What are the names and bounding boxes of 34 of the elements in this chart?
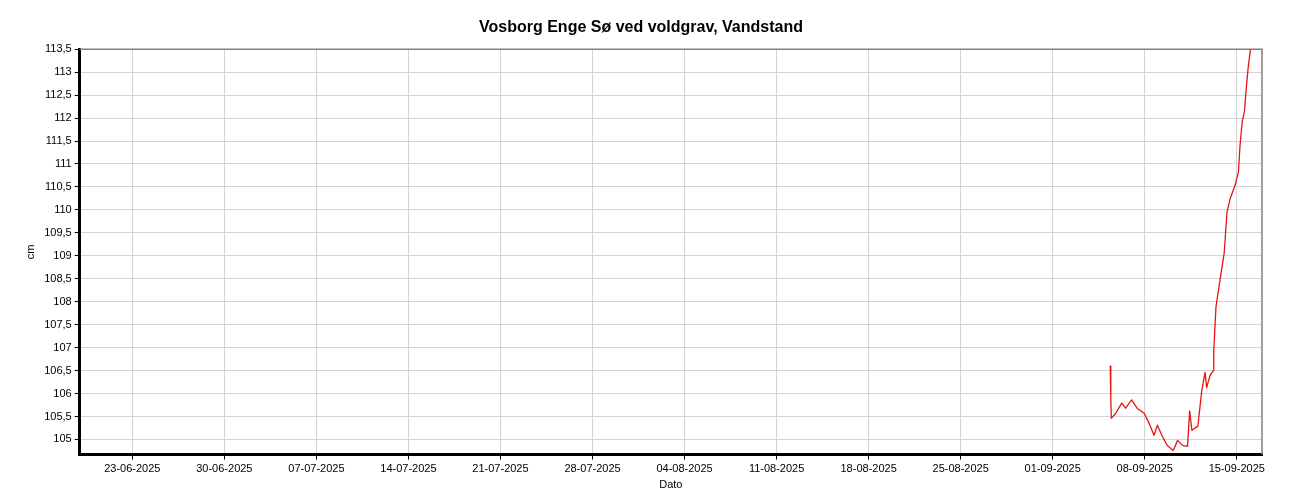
x-tick-label: 07-07-2025 xyxy=(288,462,345,475)
y-tick-label: 107 xyxy=(53,340,72,353)
y-tick-label: 108,5 xyxy=(44,271,72,284)
x-tick-label: 18-08-2025 xyxy=(840,462,897,475)
y-tick-label: 108 xyxy=(53,294,72,307)
y-tick-label: 109 xyxy=(53,248,72,261)
x-tick-label: 14-07-2025 xyxy=(380,462,437,475)
x-axis-title: Dato xyxy=(659,478,683,491)
x-tick-label: 30-06-2025 xyxy=(196,462,253,475)
y-tick-label: 105 xyxy=(53,432,72,445)
y-tick-label: 109,5 xyxy=(44,225,72,238)
x-tick-label: 11-08-2025 xyxy=(748,462,805,475)
y-tick-label: 110 xyxy=(54,202,72,215)
y-tick-label: 111 xyxy=(54,157,72,170)
y-tick-label: 106,5 xyxy=(44,363,72,376)
y-tick-label: 111,5 xyxy=(45,134,72,147)
y-tick-label: 113,5 xyxy=(45,42,72,55)
y-tick-label: 113 xyxy=(54,65,72,78)
x-tick-label: 01-09-2025 xyxy=(1024,462,1081,475)
y-tick-label: 105,5 xyxy=(44,409,72,422)
chart-title: Vosborg Enge Sø ved voldgrav, Vandstand xyxy=(479,18,803,36)
y-tick-label: 110,5 xyxy=(45,179,72,192)
x-tick-label: 28-07-2025 xyxy=(564,462,621,475)
x-tick-label: 21-07-2025 xyxy=(472,462,529,475)
x-tick-label: 23-06-2025 xyxy=(104,462,161,475)
y-tick-label: 107,5 xyxy=(44,317,72,330)
y-tick-label: 112,5 xyxy=(45,88,72,101)
y-tick-label: 106 xyxy=(53,386,72,399)
x-tick-label: 08-09-2025 xyxy=(1116,462,1173,475)
x-tick-label: 15-09-2025 xyxy=(1208,462,1265,475)
y-tick-label: 112 xyxy=(54,111,72,124)
x-tick-label: 25-08-2025 xyxy=(932,462,989,475)
x-tick-label: 04-08-2025 xyxy=(656,462,713,475)
y-axis-title: cm xyxy=(23,244,36,260)
